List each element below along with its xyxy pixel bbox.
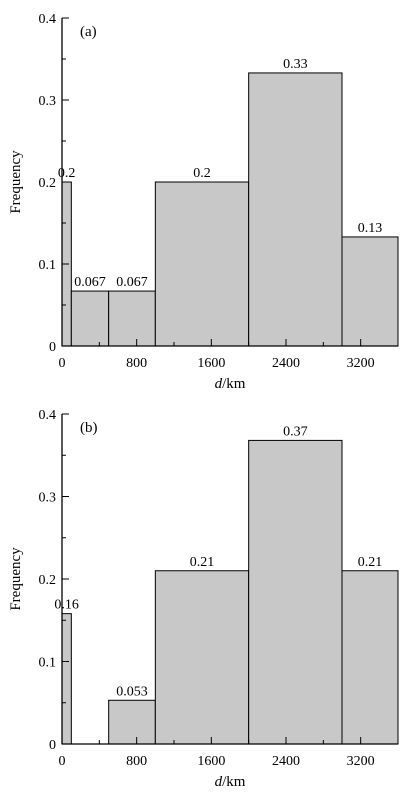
bar-value-label: 0.067: [74, 275, 106, 290]
bar-value-label: 0.16: [54, 598, 79, 613]
x-axis-title-unit: /km: [222, 376, 246, 392]
y-axis-title: Frequency: [8, 150, 24, 214]
x-tick-label: 800: [126, 754, 147, 769]
bar-value-label: 0.2: [58, 166, 76, 181]
x-axis-title: d/km: [215, 376, 246, 392]
bar-value-label: 0.053: [116, 684, 148, 699]
histogram-bar: [341, 570, 399, 745]
y-axis-title: Frequency: [8, 547, 24, 611]
y-tick-label: 0.4: [39, 12, 57, 27]
histogram-bar: [108, 290, 156, 347]
histogram-bar: [61, 613, 72, 745]
histogram-bar: [70, 290, 110, 347]
x-axis-title-variable: d: [215, 774, 223, 790]
histogram-bar: [154, 181, 250, 347]
y-tick-label: 0.1: [39, 258, 57, 273]
histogram-bar: [341, 236, 399, 347]
histogram-bar: [248, 72, 343, 347]
bar-value-label: 0.13: [358, 221, 383, 236]
panel-label: (a): [80, 24, 97, 40]
bar-value-label: 0.21: [190, 555, 215, 570]
chart-panel-0: 0.2 0.067 0.067 0.2 0.33 0.13 0 0.1 0.2 0.3 0.4 0 80…: [8, 12, 399, 392]
x-tick-label: 3200: [347, 754, 375, 769]
bar-value-label: 0.067: [116, 275, 148, 290]
x-tick-label: 0: [59, 754, 66, 769]
histogram-bar: [154, 570, 250, 745]
chart-panel-1: 0.16 0.053 0.21 0.37 0.21 0 0.1 0.2 0.3 0.4 0 800 16…: [8, 408, 399, 790]
x-tick-label: 3200: [347, 356, 375, 371]
x-tick-label: 800: [126, 356, 147, 371]
y-tick-label: 0.2: [39, 176, 57, 191]
bar-value-label: 0.37: [283, 424, 308, 439]
y-tick-label: 0: [49, 738, 56, 753]
bar-value-label: 0.2: [193, 166, 211, 181]
x-tick-label: 1600: [197, 754, 225, 769]
histogram-bar: [108, 699, 156, 745]
y-tick-label: 0.4: [39, 408, 57, 423]
y-tick-label: 0.2: [39, 573, 57, 588]
y-tick-label: 0.3: [39, 94, 57, 109]
bar-value-label: 0.33: [283, 57, 308, 72]
x-tick-label: 0: [59, 356, 66, 371]
x-tick-label: 2400: [272, 754, 300, 769]
x-axis-title-unit: /km: [222, 774, 246, 790]
panel-label: (b): [80, 420, 98, 436]
x-axis-title-variable: d: [215, 376, 223, 392]
y-tick-label: 0.3: [39, 491, 57, 506]
y-tick-label: 0.1: [39, 656, 57, 671]
x-tick-label: 1600: [197, 356, 225, 371]
histogram-bar: [248, 439, 343, 745]
bar-value-label: 0.21: [358, 555, 383, 570]
y-tick-label: 0: [49, 340, 56, 355]
x-axis-title: d/km: [215, 774, 246, 790]
x-tick-label: 2400: [272, 356, 300, 371]
